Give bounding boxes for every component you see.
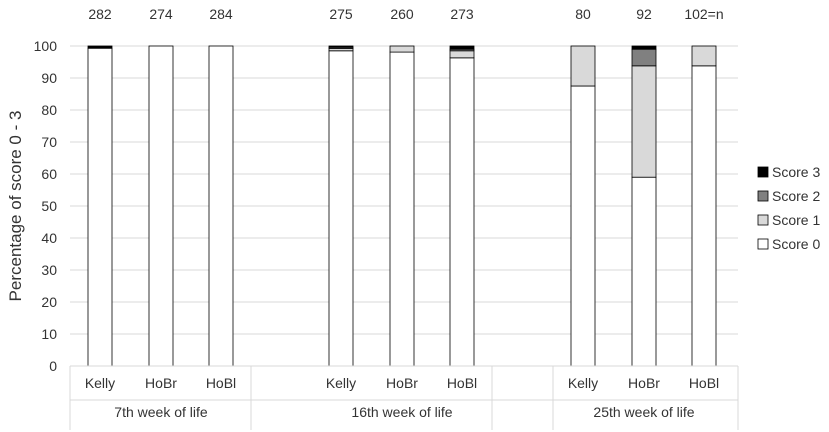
bars — [87, 45, 717, 367]
bar-segment-score-0 — [328, 50, 354, 367]
bar-segment-score-1 — [691, 45, 717, 67]
y-tick-label: 70 — [41, 134, 57, 150]
y-tick-label: 90 — [41, 70, 57, 86]
y-tick-label: 50 — [41, 198, 57, 214]
y-tick-label: 0 — [49, 358, 57, 374]
bar-segment-score-3 — [87, 45, 113, 49]
y-tick-label: 10 — [41, 326, 57, 342]
sample-size-label: 275 — [329, 6, 353, 22]
x-axis: Kelly HoBr HoBl 7th week of life Kelly HoBr Ho… — [69, 365, 739, 430]
sample-size-label: 282 — [88, 6, 112, 22]
x-category-label: HoBl — [447, 375, 477, 391]
sample-size-label: 80 — [575, 6, 591, 22]
y-tick-label: 40 — [41, 230, 57, 246]
x-group-label: 16th week of life — [351, 404, 452, 420]
y-tick-label: 30 — [41, 262, 57, 278]
bar-segment-score-3 — [631, 45, 657, 50]
y-axis: 0 10 20 30 40 50 60 70 80 90 100 — [34, 38, 58, 374]
x-category-label: HoBl — [206, 375, 236, 391]
sample-size-label: 274 — [149, 6, 173, 22]
bar-segment-score-3 — [449, 45, 475, 50]
x-category-label: Kelly — [85, 375, 115, 391]
sample-size-label: 260 — [390, 6, 414, 22]
sample-size-label: 273 — [450, 6, 474, 22]
y-tick-label: 20 — [41, 294, 57, 310]
bar-segment-score-1 — [449, 50, 475, 59]
bar-segment-score-0 — [449, 57, 475, 367]
legend-label: Score 2 — [772, 188, 820, 204]
bar-segment-score-1 — [570, 45, 596, 87]
x-category-label: HoBl — [689, 375, 719, 391]
legend-swatch — [757, 166, 769, 178]
y-tick-label: 60 — [41, 166, 57, 182]
x-category-label: Kelly — [568, 375, 598, 391]
bar-segment-score-0 — [570, 85, 596, 367]
bar-segment-score-1 — [631, 65, 657, 178]
bar-segment-score-0 — [631, 176, 657, 367]
sample-size-label: 102=n — [684, 6, 723, 22]
bar-segment-score-0 — [87, 47, 113, 367]
x-category-label: Kelly — [326, 375, 356, 391]
sample-size-labels: 282 274 284 275 260 273 80 92 102=n — [88, 6, 723, 22]
x-category-label: HoBr — [628, 375, 660, 391]
bar-segment-score-0 — [389, 51, 415, 367]
x-group-label: 7th week of life — [114, 404, 208, 420]
x-category-label: HoBr — [145, 375, 177, 391]
legend-label: Score 1 — [772, 212, 820, 228]
bar-segment-score-3 — [328, 45, 354, 48]
legend-swatch — [757, 238, 769, 250]
sample-size-label: 284 — [209, 6, 233, 22]
bar-segment-score-0 — [691, 65, 717, 367]
bar-segment-score-0 — [208, 45, 234, 367]
bar-segment-score-2 — [631, 48, 657, 67]
legend-swatch — [757, 190, 769, 202]
x-group-label: 25th week of life — [593, 404, 694, 420]
y-tick-label: 100 — [34, 38, 58, 54]
y-axis-title: Percentage of score 0 - 3 — [6, 111, 25, 302]
bar-segment-score-1 — [389, 45, 415, 53]
y-tick-label: 80 — [41, 102, 57, 118]
legend-label: Score 3 — [772, 164, 820, 180]
legend-swatch — [757, 214, 769, 226]
legend: Score 3 Score 2 Score 1 Score 0 — [757, 164, 820, 252]
sample-size-label: 92 — [636, 6, 652, 22]
legend-label: Score 0 — [772, 236, 820, 252]
x-category-label: HoBr — [386, 375, 418, 391]
bar-segment-score-0 — [148, 45, 174, 367]
